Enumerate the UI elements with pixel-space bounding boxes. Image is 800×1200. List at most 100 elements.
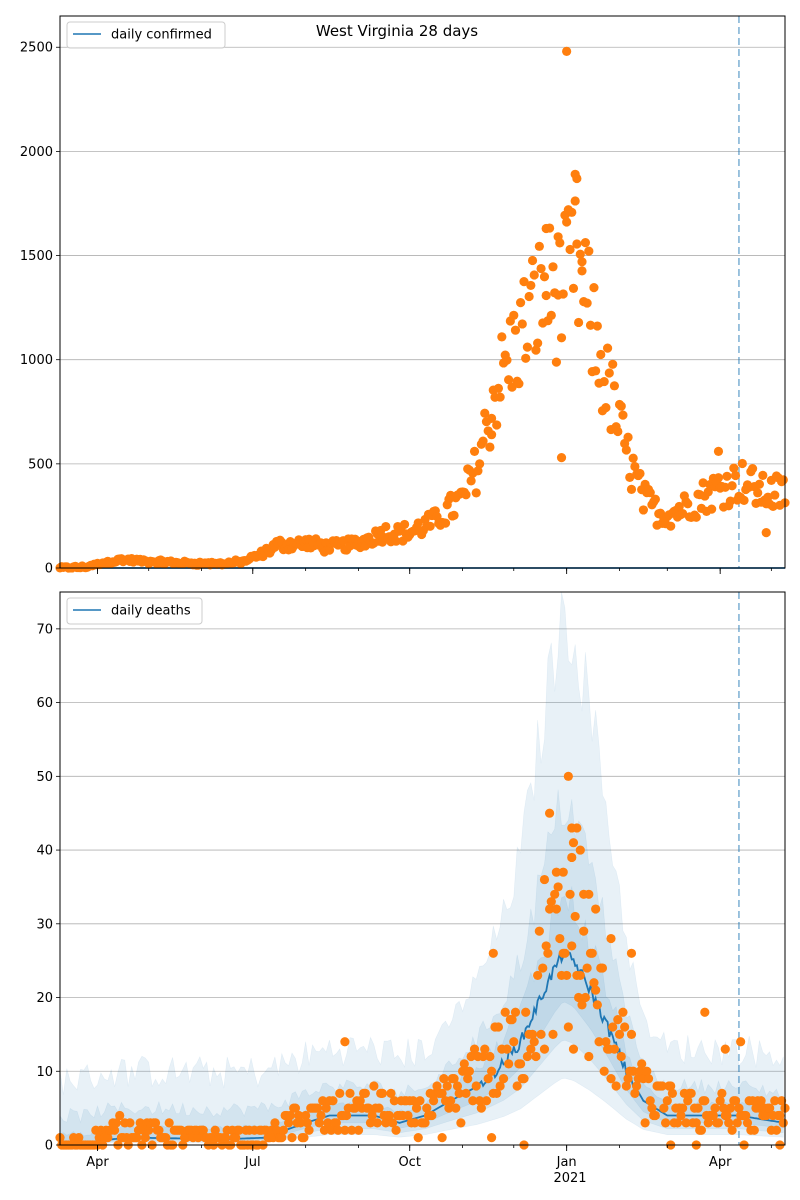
- deaths-point: [483, 1074, 493, 1084]
- deaths-point: [295, 1118, 306, 1128]
- deaths-point: [565, 889, 575, 899]
- deaths-point: [765, 1103, 775, 1113]
- deaths-point: [623, 1074, 633, 1084]
- deaths-point: [318, 1096, 328, 1106]
- confirmed-point: [522, 342, 533, 352]
- deaths-point: [683, 1096, 693, 1106]
- deaths-point: [713, 1118, 724, 1128]
- deaths-point: [144, 1125, 154, 1135]
- deaths-point: [161, 1133, 171, 1143]
- confirmed-point: [478, 436, 488, 446]
- confirmed-point: [517, 319, 527, 329]
- bottom-y-tick-label: 70: [36, 622, 53, 637]
- deaths-point: [582, 963, 592, 973]
- confirmed-point: [413, 518, 423, 528]
- confirmed-point: [526, 280, 536, 291]
- deaths-point: [415, 1096, 425, 1106]
- deaths-point: [621, 1081, 631, 1091]
- deaths-point: [626, 948, 637, 958]
- confirmed-point: [536, 263, 546, 274]
- confirmed-point: [486, 413, 497, 423]
- top-panel: 0 500 1000 1500 2000 2500 West Virginia 28 da…: [20, 15, 790, 577]
- deaths-point: [410, 1118, 420, 1128]
- deaths-point: [720, 1044, 730, 1054]
- deaths-point: [776, 1096, 787, 1106]
- confirmed-point: [638, 505, 649, 515]
- confirmed-point: [573, 317, 584, 328]
- bottom-y-tick-label: 10: [36, 1065, 53, 1080]
- deaths-point: [536, 1029, 546, 1039]
- bottom-panel: 0 10 20 30 40 50 60 70 Apr Jul Oct Jan Apr 2021 dai…: [36, 591, 790, 1186]
- confirmed-point: [531, 345, 541, 355]
- deaths-point: [432, 1081, 442, 1091]
- deaths-point: [391, 1125, 401, 1135]
- bottom-axes-frame: [59, 591, 786, 1146]
- deaths-point: [154, 1125, 164, 1135]
- bottom-legend-label: daily deaths: [111, 604, 191, 619]
- deaths-point: [507, 1015, 517, 1025]
- deaths-point: [103, 1133, 113, 1143]
- deaths-point: [637, 1059, 647, 1069]
- deaths-point: [386, 1088, 396, 1098]
- deaths-point: [181, 1133, 191, 1143]
- deaths-point: [461, 1066, 471, 1076]
- deaths-point: [360, 1088, 370, 1098]
- confirmed-point: [425, 521, 435, 531]
- deaths-point: [468, 1096, 478, 1106]
- confirmed-point: [556, 453, 567, 463]
- confirmed-point: [504, 375, 514, 385]
- deaths-point: [341, 1110, 352, 1121]
- deaths-point: [722, 1110, 732, 1121]
- deaths-point: [573, 992, 584, 1003]
- deaths-point: [312, 1103, 323, 1113]
- confirmed-point: [737, 458, 747, 469]
- deaths-point: [377, 1088, 388, 1098]
- deaths-point: [640, 1118, 650, 1128]
- confirmed-point: [592, 321, 602, 331]
- deaths-point: [326, 1125, 336, 1135]
- deaths-point: [454, 1088, 464, 1098]
- deaths-point: [560, 948, 570, 958]
- deaths-point: [693, 1103, 703, 1113]
- top-x-axis: [97, 568, 772, 574]
- top-legend[interactable]: daily confirmed: [66, 21, 226, 49]
- top-y-tick-label: 0: [45, 562, 53, 577]
- deaths-point: [509, 1037, 519, 1047]
- confirmed-point: [570, 196, 580, 206]
- bottom-y-tick-label: 0: [45, 1139, 53, 1154]
- deaths-point: [463, 1074, 473, 1084]
- deaths-point: [531, 1051, 541, 1062]
- confirmed-point: [551, 357, 562, 367]
- deaths-point: [210, 1125, 220, 1135]
- deaths-point: [333, 1125, 343, 1135]
- confirmed-point: [502, 355, 512, 365]
- confirmed-point: [563, 205, 573, 215]
- deaths-point: [150, 1118, 161, 1128]
- deaths-point: [575, 970, 585, 981]
- confirmed-point: [473, 466, 483, 476]
- bottom-legend[interactable]: daily deaths: [66, 597, 203, 625]
- deaths-point: [294, 1110, 304, 1121]
- deaths-point: [662, 1096, 672, 1106]
- confirmed-point: [541, 223, 551, 234]
- deaths-point: [411, 1103, 422, 1113]
- deaths-point: [642, 1066, 652, 1076]
- deaths-point: [587, 948, 597, 958]
- top-y-tick-label: 1500: [20, 249, 53, 264]
- deaths-point: [515, 1059, 526, 1069]
- deaths-point: [283, 1118, 294, 1128]
- deaths-point: [667, 1088, 678, 1098]
- deaths-point: [277, 1133, 287, 1143]
- deaths-point: [533, 970, 543, 981]
- deaths-point: [164, 1118, 174, 1128]
- confirmed-point: [599, 376, 609, 387]
- deaths-point: [580, 992, 591, 1003]
- top-y-tick-label: 2500: [20, 41, 53, 56]
- confirmed-point: [666, 521, 676, 531]
- deaths-point: [579, 926, 589, 936]
- deaths-point: [568, 838, 579, 848]
- confirmed-point: [577, 266, 587, 276]
- confirmed-point: [399, 519, 410, 530]
- confirmed-point: [509, 310, 519, 320]
